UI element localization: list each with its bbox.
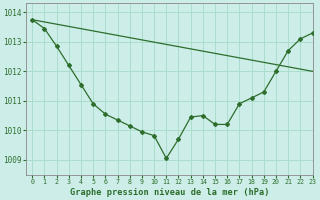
X-axis label: Graphe pression niveau de la mer (hPa): Graphe pression niveau de la mer (hPa) [69, 188, 269, 197]
